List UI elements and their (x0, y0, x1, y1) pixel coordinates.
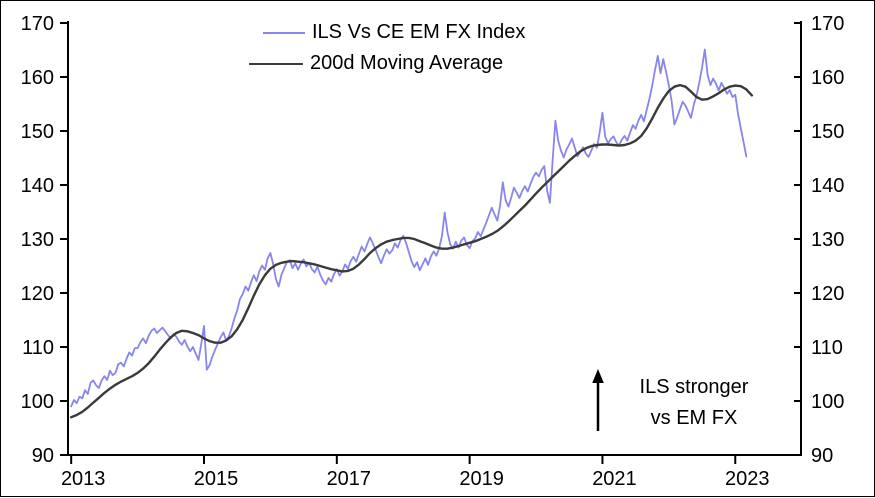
moving-average-line-sample-icon (249, 62, 303, 65)
x-axis-tick-label: 2013 (61, 468, 106, 490)
y-axis-tick-label-left: 90 (32, 445, 54, 467)
y-axis-tick-label-right: 150 (811, 121, 844, 143)
y-axis-tick-label-left: 140 (21, 175, 54, 197)
y-axis-tick-label-right: 140 (811, 175, 844, 197)
x-axis-tick-label: 2021 (592, 468, 637, 490)
y-axis-tick-label-left: 120 (21, 283, 54, 305)
y-axis-tick-label-right: 110 (811, 337, 843, 359)
x-axis-tick-label: 2017 (327, 468, 372, 490)
y-axis-tick-label-right: 130 (811, 229, 844, 251)
legend-item-ils-index: ILS Vs CE EM FX Index (249, 17, 525, 48)
legend-label-moving-average: 200d Moving Average (310, 52, 504, 74)
up-arrow-head-icon (592, 369, 604, 383)
y-axis-tick-label-right: 160 (811, 67, 844, 89)
chart-legend: ILS Vs CE EM FX Index 200d Moving Averag… (249, 17, 525, 79)
moving-average-line (69, 83, 754, 419)
legend-item-moving-average: 200d Moving Average (249, 48, 525, 79)
y-axis-tick-label-left: 110 (22, 337, 54, 359)
x-axis-tick-label: 2023 (725, 468, 770, 490)
y-axis-tick-label-left: 160 (21, 67, 54, 89)
y-axis-tick-label-left: 150 (21, 121, 54, 143)
y-axis-tick-label-right: 100 (811, 391, 844, 413)
y-axis-tick-label-right: 170 (811, 13, 844, 35)
y-axis-tick-label-left: 100 (21, 391, 54, 413)
x-axis-tick-label: 2015 (194, 468, 239, 490)
y-axis-tick-label-left: 170 (21, 13, 54, 35)
y-axis-tick-label-right: 90 (811, 445, 833, 467)
legend-label-ils-index: ILS Vs CE EM FX Index (312, 21, 526, 43)
annotation-line1: ILS stronger (639, 376, 749, 398)
annotation-ils-stronger: ILS stronger vs EM FX (616, 372, 772, 434)
x-axis-tick-label: 2019 (459, 468, 504, 490)
annotation-line2: vs EM FX (650, 407, 738, 429)
y-axis-tick-label-left: 130 (21, 229, 54, 251)
y-axis-tick-label-right: 120 (811, 283, 844, 305)
ils-index-line-sample-icon (263, 31, 305, 34)
ils-index-line (70, 48, 748, 408)
